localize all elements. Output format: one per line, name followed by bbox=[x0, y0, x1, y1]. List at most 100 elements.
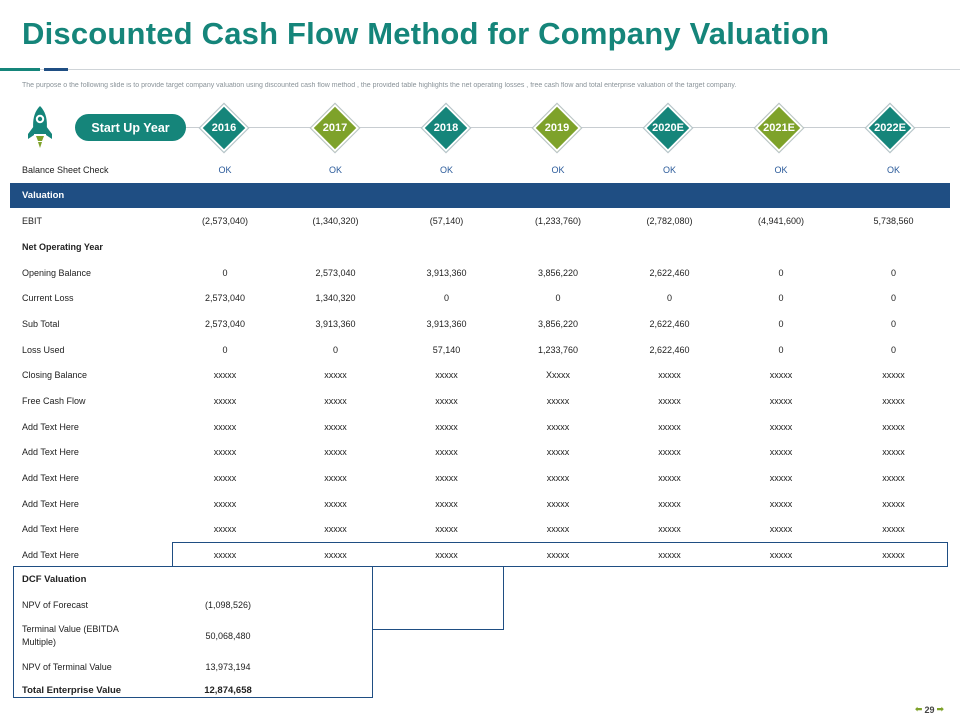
table-cell: 2,573,040 bbox=[204, 293, 246, 304]
table-cell: xxxxx bbox=[658, 473, 681, 484]
table-cell: xxxxx bbox=[324, 550, 347, 561]
table-cell: OK bbox=[439, 164, 453, 175]
dcf-value: 50,068,480 bbox=[205, 630, 251, 641]
table-cell: xxxxx bbox=[882, 524, 905, 535]
dcf-valuation-table: DCF Valuation NPV of Forecast (1,098,526… bbox=[14, 567, 372, 702]
row-label: Loss Used bbox=[22, 344, 65, 355]
table-cell: OK bbox=[774, 164, 788, 175]
row-label: Opening Balance bbox=[22, 267, 92, 278]
table-row: Add Text Here xxxxx xxxxx xxxxx xxxxx xxxxx xx… bbox=[10, 414, 950, 440]
table-cell: xxxxx bbox=[546, 396, 570, 407]
table-cell: xxxxx bbox=[658, 498, 681, 509]
dcf-total-row: Total Enterprise Value 12,874,658 bbox=[14, 679, 372, 702]
table-cell: OK bbox=[662, 164, 676, 175]
table-row: Free Cash Flow xxxxx xxxxx xxxxx xxxxx xxxxx x… bbox=[10, 388, 950, 414]
table-cell: xxxxx bbox=[213, 370, 237, 381]
table-row: Sub Total 2,573,040 3,913,360 3,913,360 3,85… bbox=[10, 311, 950, 337]
row-label: Add Text Here bbox=[22, 447, 79, 458]
table-cell: 0 bbox=[666, 293, 672, 304]
rocket-icon bbox=[28, 106, 52, 148]
dcf-label: NPV of Terminal Value bbox=[22, 661, 112, 672]
table-cell bbox=[391, 234, 502, 260]
table-cell: xxxxx bbox=[546, 473, 570, 484]
table-row: Net Operating Year bbox=[10, 234, 950, 260]
table-cell bbox=[502, 234, 614, 260]
title-divider bbox=[0, 69, 960, 70]
table-row: Opening Balance 0 2,573,040 3,913,360 3,856,… bbox=[10, 260, 950, 286]
year-label: 2017 bbox=[322, 122, 348, 134]
table-cell: xxxxx bbox=[882, 473, 905, 484]
table-row: Closing Balance xxxxx xxxxx xxxxx Xxxxx xxxxx… bbox=[10, 363, 950, 389]
table-cell: 2,573,040 bbox=[204, 318, 246, 329]
table-cell: xxxxx bbox=[213, 421, 237, 432]
table-cell: xxxxx bbox=[882, 370, 905, 381]
table-cell: xxxxx bbox=[658, 396, 681, 407]
table-cell: 0 bbox=[778, 293, 784, 304]
table-cell: 0 bbox=[778, 318, 784, 329]
table-cell: OK bbox=[886, 164, 900, 175]
dcf-heading-row: DCF Valuation bbox=[14, 567, 372, 592]
page-footer: ⬅ 29 ➡ bbox=[915, 704, 944, 715]
dcf-label: NPV of Forecast bbox=[22, 599, 89, 610]
table-cell bbox=[170, 234, 280, 260]
table-cell: xxxxx bbox=[769, 473, 793, 484]
table-cell: 2,622,460 bbox=[649, 344, 690, 355]
table-cell bbox=[614, 234, 725, 260]
start-up-year-label: Start Up Year bbox=[91, 120, 170, 135]
table-cell: xxxxx bbox=[213, 550, 237, 561]
table-cell: 0 bbox=[890, 267, 896, 278]
table-cell: xxxxx bbox=[324, 447, 347, 458]
table-row: Add Text Here xxxxx xxxxx xxxxx xxxxx xxxxx xx… bbox=[10, 491, 950, 517]
year-marker: 2021E bbox=[754, 103, 804, 153]
year-marker: 2017 bbox=[310, 103, 360, 153]
page-title: Discounted Cash Flow Method for Company … bbox=[22, 16, 830, 51]
table-cell: (1,340,320) bbox=[312, 216, 359, 227]
year-label: 2019 bbox=[544, 122, 570, 134]
table-cell: xxxxx bbox=[769, 550, 793, 561]
table-cell: xxxxx bbox=[769, 421, 793, 432]
table-cell: xxxxx bbox=[435, 447, 458, 458]
table-cell: xxxxx bbox=[546, 524, 570, 535]
table-row: Current Loss 2,573,040 1,340,320 0 0 0 0 0 bbox=[10, 285, 950, 311]
table-cell: xxxxx bbox=[658, 421, 681, 432]
table-cell: xxxxx bbox=[546, 447, 570, 458]
table-row: Loss Used 0 0 57,140 1,233,760 2,622,460 0 0 bbox=[10, 337, 950, 363]
table-cell: 0 bbox=[890, 293, 896, 304]
start-up-year-badge: Start Up Year bbox=[75, 114, 186, 141]
table-cell: xxxxx bbox=[324, 421, 347, 432]
year-label: 2022E bbox=[874, 122, 906, 134]
table-cell: xxxxx bbox=[213, 447, 237, 458]
row-label: Add Text Here bbox=[22, 473, 79, 484]
arrow-left-icon[interactable]: ⬅ bbox=[914, 704, 923, 714]
row-label: Sub Total bbox=[22, 318, 60, 329]
table-cell: 3,913,360 bbox=[426, 267, 467, 278]
row-label: Current Loss bbox=[22, 293, 74, 304]
table-cell: xxxxx bbox=[769, 498, 793, 509]
dcf-total-value: 12,874,658 bbox=[204, 685, 252, 696]
year-label: 2021E bbox=[763, 122, 795, 134]
table-cell: xxxxx bbox=[213, 396, 237, 407]
table-cell: (1,233,760) bbox=[534, 216, 582, 227]
table-row: Add Text Here xxxxx xxxxx xxxxx xxxxx xxxxx xx… bbox=[10, 542, 950, 568]
table-cell: 0 bbox=[222, 344, 228, 355]
table-cell: 0 bbox=[443, 293, 449, 304]
row-label: Add Text Here bbox=[22, 524, 79, 535]
table-cell: xxxxx bbox=[435, 396, 458, 407]
table-cell: (2,573,040) bbox=[201, 216, 249, 227]
row-label: Net Operating Year bbox=[22, 241, 103, 252]
arrow-right-icon[interactable]: ➡ bbox=[936, 704, 944, 714]
table-cell: xxxxx bbox=[882, 498, 905, 509]
row-label: EBIT bbox=[22, 216, 43, 227]
table-cell: 5,738,560 bbox=[873, 216, 914, 227]
page-description: The purpose o the following slide is to … bbox=[22, 82, 737, 89]
dcf-label: Terminal Value (EBITDA Multiple) bbox=[22, 624, 119, 647]
page-number: 29 bbox=[924, 704, 935, 715]
table-cell: 2,622,460 bbox=[649, 267, 690, 278]
table-cell: 0 bbox=[222, 267, 228, 278]
table-row: Add Text Here xxxxx xxxxx xxxxx xxxxx xxxxx xx… bbox=[10, 517, 950, 543]
table-cell: xxxxx bbox=[435, 421, 458, 432]
table-cell bbox=[837, 234, 950, 260]
table-cell: xxxxx bbox=[324, 498, 347, 509]
table-cell: 2,622,460 bbox=[649, 318, 690, 329]
dcf-value: (1,098,526) bbox=[204, 599, 252, 610]
